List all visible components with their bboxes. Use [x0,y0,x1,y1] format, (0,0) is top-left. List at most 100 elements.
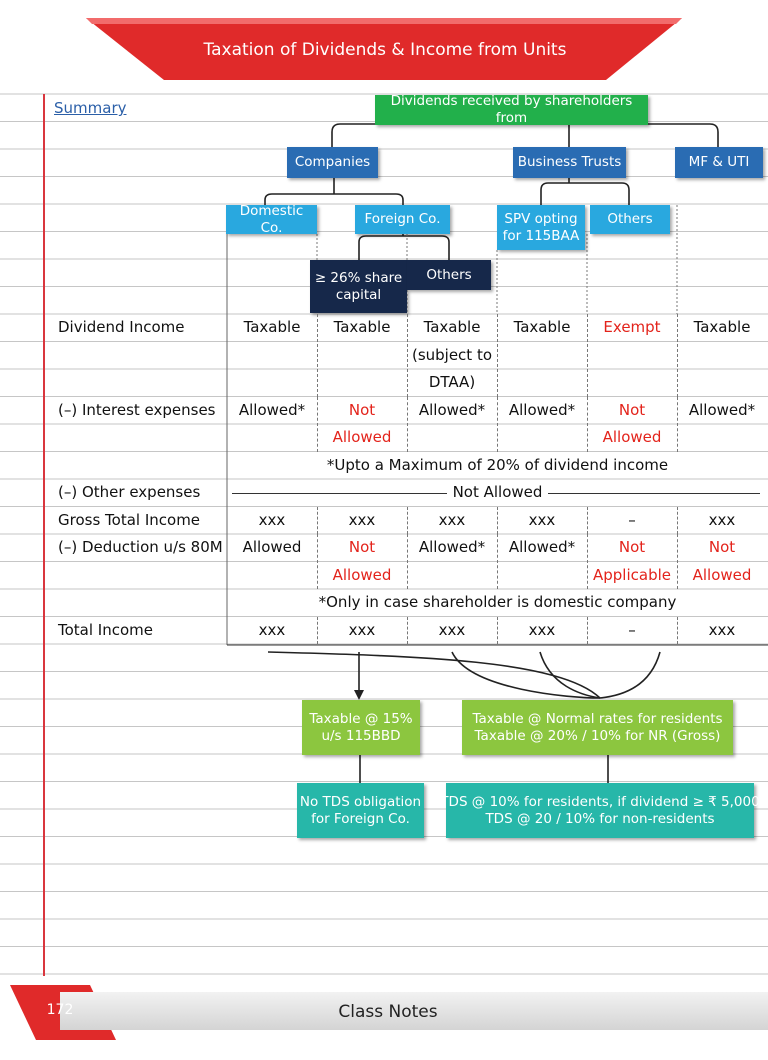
curve [599,651,661,699]
cell-text: Taxable [333,318,391,336]
box-line: Taxable @ Normal rates for residents [472,710,723,727]
cell-text: xxx [438,620,466,639]
page-number: 172 [46,1002,74,1018]
node: Business Trusts [513,147,626,178]
footer-band [60,992,768,1030]
outcome-box: Taxable @ 15% u/s 115BBD [302,700,420,755]
node: Domestic Co. [226,203,317,236]
divider [407,534,408,589]
divider [677,534,678,589]
cell-text: DTAA) [428,373,476,391]
cell-text: xxx [438,510,466,529]
box-line: Taxable @ 15% [309,710,413,727]
table: Dividend Income Taxable Taxable Taxable (sub… [0,314,768,645]
cell-text: (subject to [411,345,493,364]
cell-text: – [628,510,636,529]
title: Taxation of Dividends & Income from Unit… [203,40,567,60]
divider [677,314,678,397]
cell-text: Allowed [242,538,302,556]
divider [407,396,408,452]
margin-line [43,94,45,976]
cell-text: Allowed [332,565,392,584]
box-line: u/s 115BBD [321,727,401,744]
cell-text: Allowed* [418,400,486,419]
divider [317,534,318,589]
divider [317,506,318,534]
span-label: Not Allowed [446,482,549,502]
tds-box: TDS @ 10% for residents, if dividend ≥ ₹… [440,783,760,838]
node: Others [407,260,491,290]
cell-text: xxx [258,510,286,529]
note: *Only in case shareholder is domestic co… [318,593,677,611]
cell-text: Not [618,538,646,556]
cell-text: xxx [348,620,376,639]
row-label: (–) Interest expenses [58,400,216,419]
cell-text: xxx [528,510,556,529]
cell-text: Allowed [332,428,392,446]
cell-text: Not [618,400,646,419]
node: SPV opting for 115BAA [497,205,585,250]
footer-label: Class Notes [338,1002,438,1022]
root-node: Dividends received by shareholders from [375,93,648,126]
divider [587,534,588,589]
row-label: (–) Deduction u/s 80M [58,538,223,556]
note: *Upto a Maximum of 20% of dividend incom… [326,455,669,474]
cell-text: Allowed [692,565,752,584]
divider [497,616,498,644]
box-line: Taxable @ 20% / 10% for NR (Gross) [474,727,721,744]
divider [497,314,498,397]
section-label: Summary [54,99,127,117]
divider [497,506,498,534]
curve [451,651,601,699]
cell-text: xxx [348,510,376,529]
cell-text: Allowed* [508,538,576,556]
divider [677,616,678,644]
tds-box: No TDS obligation for Foreign Co. [297,783,424,838]
cell-text: Taxable [243,318,301,336]
cell-text: Allowed* [508,400,576,419]
box-line: No TDS obligation [299,793,422,810]
cell-text: xxx [528,620,556,639]
cell-text: Exempt [603,318,661,336]
cell-text: Not [348,538,376,556]
cell-text: Allowed* [688,400,756,419]
row-label: Total Income [58,620,153,639]
cell-text: Not [708,538,736,556]
row-label: Gross Total Income [58,510,201,529]
banner-shine [86,18,682,24]
bracket [331,123,719,147]
divider [587,396,588,452]
outcome-box: Taxable @ Normal rates for residents Taxa… [462,700,733,755]
divider [317,396,318,452]
banner [86,18,682,80]
box-line: TDS @ 10% for residents, if dividend ≥ ₹… [440,793,760,810]
divider [677,396,678,452]
node: ≥ 26% share capital [310,260,407,313]
curve [539,651,601,699]
node: Others [590,205,670,234]
box-line: for Foreign Co. [311,810,410,827]
divider [497,534,498,589]
node: Foreign Co. [355,205,450,234]
arrow-head [354,690,364,700]
bracket [540,182,630,205]
cell-text: Taxable [513,318,571,336]
cell-text: xxx [708,620,736,639]
cell-text: Allowed* [418,538,486,556]
divider [407,314,408,397]
divider [317,616,318,644]
divider [317,314,318,397]
bracket [358,235,450,260]
box-line: TDS @ 20 / 10% for non-residents [485,810,715,827]
node: Companies [287,147,378,178]
divider [497,396,498,452]
divider [407,616,408,644]
cell-text: Allowed [602,428,662,446]
row-label: Dividend Income [58,318,185,336]
cell-text: Not [348,400,376,419]
span-text: Not Allowed [227,479,768,507]
divider [407,506,408,534]
divider [587,616,588,644]
divider [587,314,588,397]
